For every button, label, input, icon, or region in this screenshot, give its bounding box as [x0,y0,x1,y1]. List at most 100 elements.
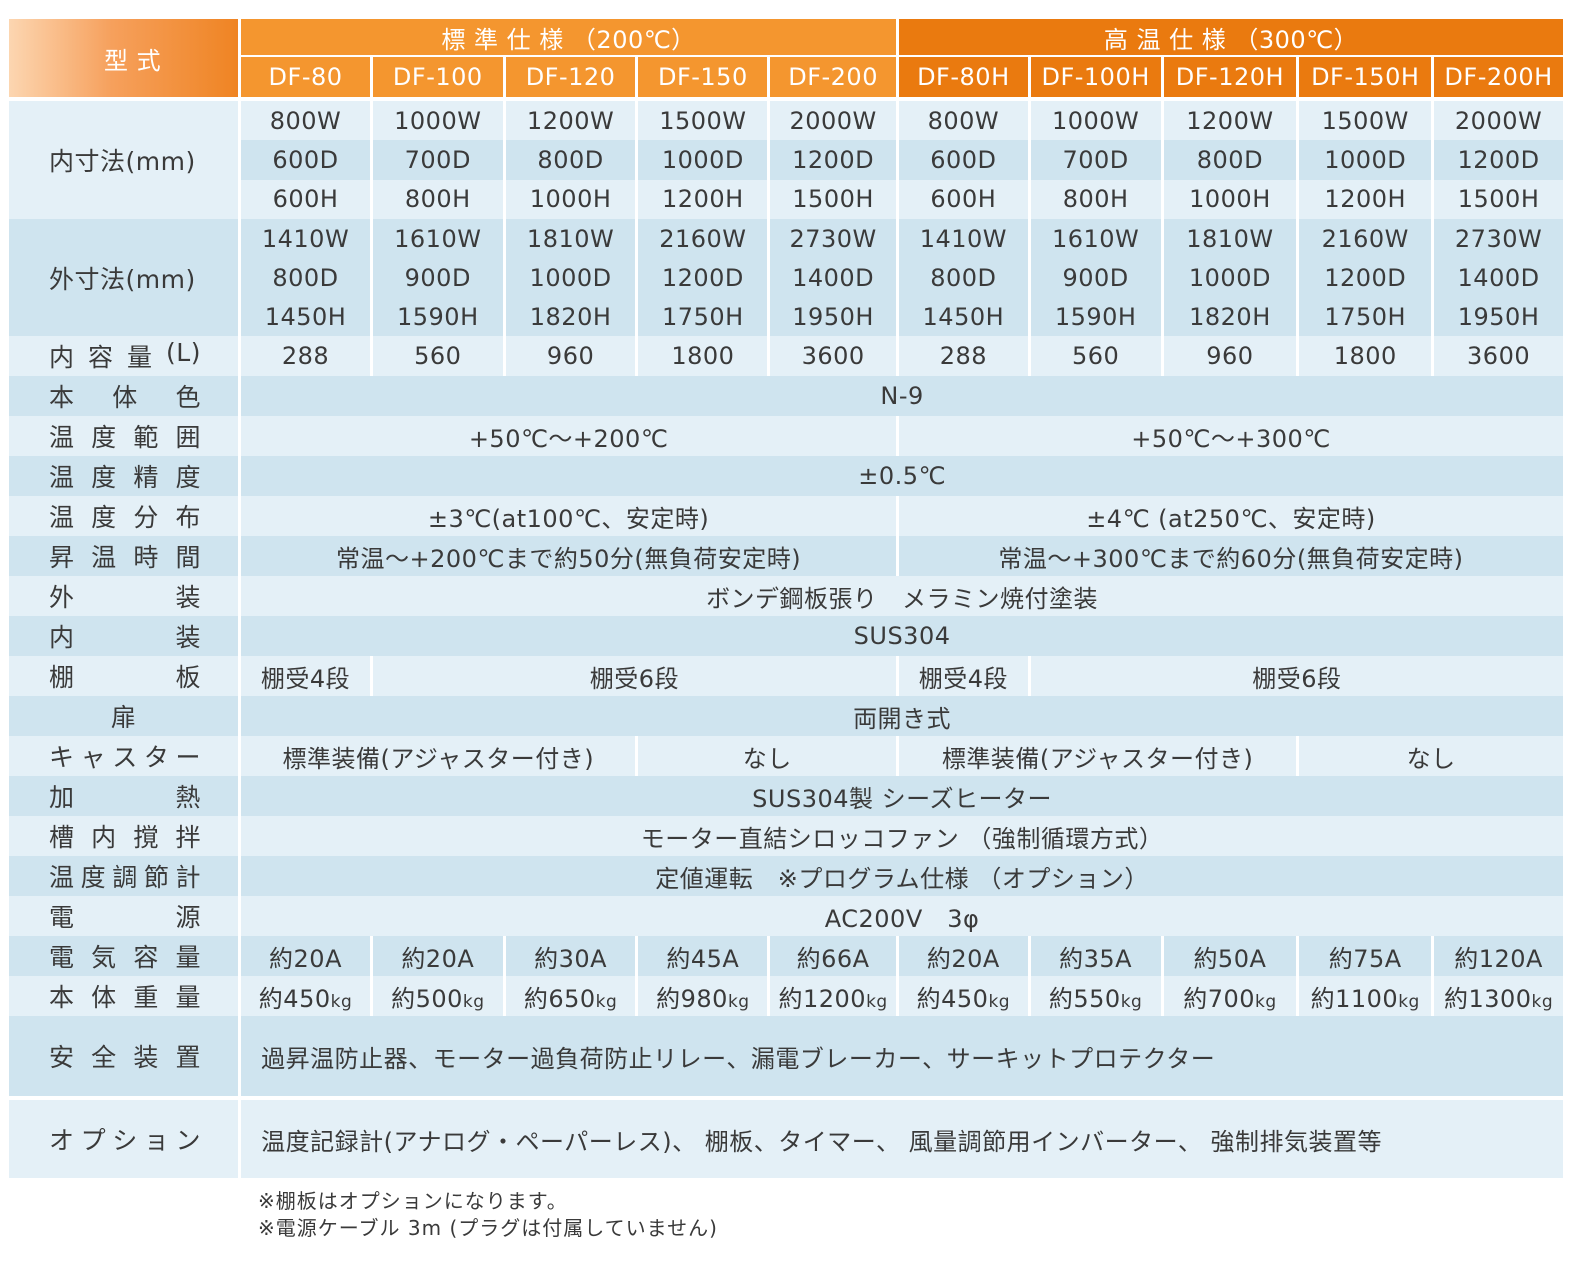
label-char: 電 [49,903,75,932]
body-color-value: N-9 [241,376,1563,416]
weight-value: 450 [941,984,989,1013]
weight-row: 本 体 重 量 約450kg 約500kg 約650kg 約980kg 約120… [9,976,1563,1016]
controller-value: 定値運転 ※プログラム仕様 （オプション） [241,856,1563,896]
label-char: 電 [49,943,75,972]
stirring-label: 槽 内 撹 拌 [9,816,239,856]
weight-unit: kg [727,991,750,1012]
label-char: 範 [133,423,159,452]
weight-value: 1200 [802,984,867,1013]
controller-row: 温 度 調 節 計 定値運転 ※プログラム仕様 （オプション） [9,856,1563,896]
label-char: ャ [80,743,107,772]
shelf-std-a: 棚受4段 [241,656,370,696]
cell: 2000W [770,101,896,141]
label-char: 容 [88,343,114,372]
model-label: 型 式 [9,19,239,101]
option-value: 温度記録計(アナログ・ペーパーレス)、 棚板、タイマー、 風量調節用インバーター… [241,1100,1563,1178]
label-char: 温 [49,463,75,492]
cell: 288 [898,336,1028,376]
label-char: 全 [91,1043,117,1072]
weight-value: 500 [415,984,463,1013]
cell: 1200D [1434,140,1563,180]
cell: 800D [241,258,370,297]
label-char: 度 [91,463,117,492]
door-row: 扉 両開き式 [9,696,1563,736]
label-char: 加 [49,783,75,812]
cell: 1500W [1299,101,1432,141]
cell: 560 [1030,336,1161,376]
exterior-value: ボンデ鋼板張り メラミン焼付塗装 [241,576,1563,616]
cell: 1950H [1434,297,1563,336]
cell: 1610W [1030,219,1161,258]
shelf-row: 棚 板 棚受4段 棚受6段 棚受4段 棚受6段 [9,656,1563,696]
weight-value: 700 [1207,984,1255,1013]
cell: 約650kg [505,976,636,1016]
temp-range-std: +50℃～+200℃ [241,416,896,456]
label-char: 体 [91,983,117,1012]
cell: 約66A [770,936,896,976]
cell: 約450kg [241,976,370,1016]
divider [9,1096,1563,1100]
cell: 約20A [372,936,503,976]
exterior-row: 外 装 ボンデ鋼板張り メラミン焼付塗装 [9,576,1563,616]
label-char: 布 [175,503,201,532]
cell: 約1200kg [770,976,896,1016]
label-char: 度 [175,463,201,492]
footnote: ※棚板はオプションになります。 [258,1189,568,1213]
cell: 約30A [505,936,636,976]
caster-row: キ ャ ス タ ー 標準装備(アジャスター付き) なし 標準装備(アジャスター付… [9,736,1563,776]
cell: 3600 [1434,336,1563,376]
temp-accuracy-row: 温 度 精 度 ±0.5℃ [9,456,1563,496]
cell: 800D [898,258,1028,297]
heating-value: SUS304製 シーズヒーター [241,776,1563,816]
label-char: 本 [49,983,75,1012]
label-char: 内 [91,823,117,852]
label-char: 本 [49,383,75,412]
cell: 1750H [638,297,768,336]
cell: 1000D [1163,258,1297,297]
header-row-groups: 型 式 標 準 仕 様 （200℃） 高 温 仕 様 （300℃） [9,19,1563,101]
label-char: オ [49,1126,75,1155]
weight-prefix: 約 [1310,984,1336,1013]
cell: 1950H [770,297,896,336]
stirring-value: モーター直結シロッコファン （強制循環方式） [241,816,1563,856]
cell: 800W [241,101,370,141]
temp-range-hi: +50℃～+300℃ [898,416,1563,456]
cell: 1800 [1299,336,1432,376]
weight-prefix: 約 [778,984,803,1013]
spec-table: 型 式 標 準 仕 様 （200℃） 高 温 仕 様 （300℃） DF-80 … [6,19,1566,1178]
label-char: 装 [133,1043,159,1072]
inner-dims-row-d: 600D 700D 800D 1000D 1200D 600D 700D 800… [9,140,1563,180]
cell: 1810W [1163,219,1297,258]
power-row: 電 源 AC200V 3φ [9,896,1563,936]
cell: 1590H [372,297,503,336]
cell: 約700kg [1163,976,1297,1016]
safety-label: 安 全 装 置 [9,1016,239,1096]
model-name: DF-150 [638,55,768,101]
option-row: オ プ シ ョ ン 温度記録計(アナログ・ペーパーレス)、 棚板、タイマー、 風… [9,1100,1563,1178]
model-name: DF-100 [372,55,503,101]
label-char: 棚 [49,663,75,692]
label-char: 内 [49,623,75,652]
heatup-time-row: 昇 温 時 間 常温～+200℃まで約50分(無負荷安定時) 常温～+300℃ま… [9,536,1563,576]
weight-value: 980 [680,984,728,1013]
inner-dims-row-h: 600H 800H 1000H 1200H 1500H 600H 800H 10… [9,179,1563,219]
divider-row [9,1096,1563,1100]
cell: 600D [241,140,370,180]
cell: 1000D [638,140,768,180]
cell: 1590H [1030,297,1161,336]
cell: 800D [505,140,636,180]
cell: 約35A [1030,936,1161,976]
heatup-time-hi: 常温～+300℃まで約60分(無負荷安定時) [898,536,1563,576]
heating-label: 加 熱 [9,776,239,816]
shelf-hi-a: 棚受4段 [898,656,1028,696]
cell: 約50A [1163,936,1297,976]
cell: 3600 [770,336,896,376]
label-char: 装 [175,583,201,612]
label-char: 昇 [49,543,75,572]
heatup-time-std: 常温～+200℃まで約50分(無負荷安定時) [241,536,896,576]
label-char: 調 [112,863,138,892]
caster-label: キ ャ ス タ ー [9,736,239,776]
weight-prefix: 約 [1183,984,1208,1013]
label-char: 間 [175,543,201,572]
body-color-label: 本 体 色 [9,376,239,416]
